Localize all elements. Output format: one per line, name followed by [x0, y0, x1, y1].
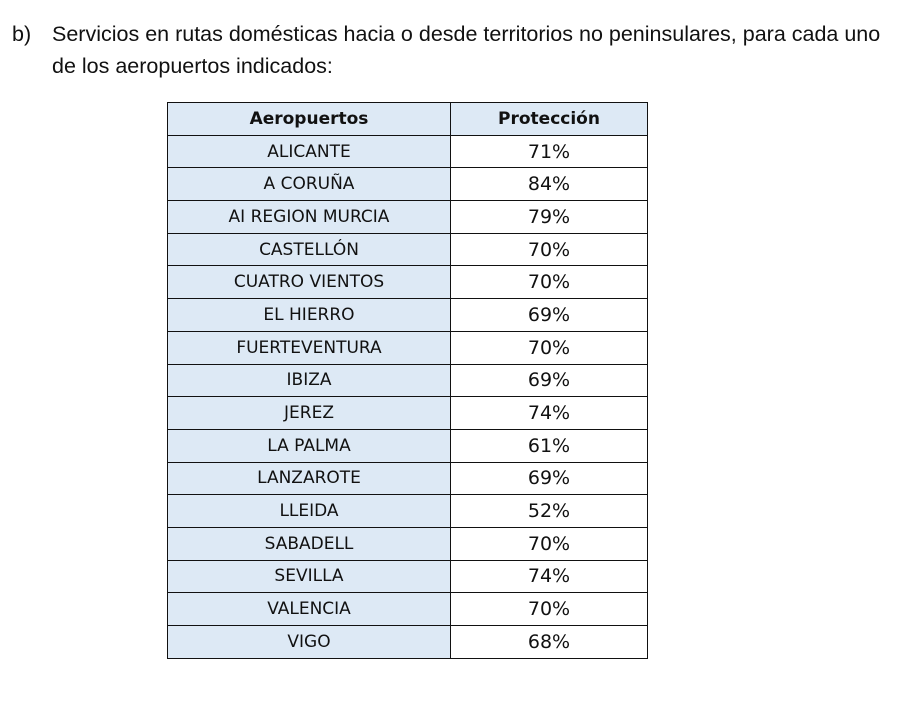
protection-value: 70% — [450, 526, 648, 561]
airport-name: CASTELLÓN — [167, 232, 451, 267]
protection-value: 69% — [450, 363, 648, 398]
table-row: IBIZA 69% — [167, 363, 648, 398]
table-row: JEREZ 74% — [167, 396, 648, 430]
protection-value: 70% — [450, 265, 648, 300]
table-row: CASTELLÓN 70% — [167, 232, 648, 267]
protection-value: 84% — [450, 167, 648, 202]
airport-name: JEREZ — [167, 396, 451, 430]
airport-name: LANZAROTE — [167, 461, 451, 496]
header-protection: Protección — [450, 102, 648, 136]
airport-name: AI REGION MURCIA — [167, 200, 451, 234]
table-row: EL HIERRO 69% — [167, 298, 648, 332]
protection-value: 68% — [450, 625, 648, 659]
table-row: LA PALMA 61% — [167, 428, 648, 463]
table-row: SEVILLA 74% — [167, 559, 648, 594]
table-row: SABADELL 70% — [167, 526, 648, 561]
airport-name: FUERTEVENTURA — [167, 330, 451, 365]
paragraph-text: Servicios en rutas domésticas hacia o de… — [52, 22, 881, 78]
header-airports: Aeropuertos — [167, 102, 451, 136]
protection-value: 70% — [450, 592, 648, 626]
table-row: ALICANTE 71% — [167, 134, 648, 169]
airport-name: ALICANTE — [167, 134, 451, 169]
airports-table: Aeropuertos Protección ALICANTE 71% A CORU… — [167, 102, 648, 659]
protection-value: 74% — [450, 559, 648, 594]
table-row: VALENCIA 70% — [167, 592, 648, 626]
table-row: AI REGION MURCIA 79% — [167, 200, 648, 234]
airport-name: A CORUÑA — [167, 167, 451, 202]
protection-value: 79% — [450, 200, 648, 234]
airport-name: LA PALMA — [167, 428, 451, 463]
protection-value: 70% — [450, 232, 648, 267]
table-header-row: Aeropuertos Protección — [167, 102, 648, 136]
table-row: VIGO 68% — [167, 625, 648, 659]
protection-value: 69% — [450, 298, 648, 332]
protection-value: 69% — [450, 461, 648, 496]
airport-name: IBIZA — [167, 363, 451, 398]
table-row: LANZAROTE 69% — [167, 461, 648, 496]
protection-value: 61% — [450, 428, 648, 463]
airport-name: SEVILLA — [167, 559, 451, 594]
protection-value: 70% — [450, 330, 648, 365]
table-row: A CORUÑA 84% — [167, 167, 648, 202]
airport-name: SABADELL — [167, 526, 451, 561]
table-row: LLEIDA 52% — [167, 494, 648, 528]
list-label: b) — [12, 22, 32, 46]
protection-value: 52% — [450, 494, 648, 528]
protection-value: 71% — [450, 134, 648, 169]
airport-name: LLEIDA — [167, 494, 451, 528]
airport-name: CUATRO VIENTOS — [167, 265, 451, 300]
airport-name: EL HIERRO — [167, 298, 451, 332]
table-row: CUATRO VIENTOS 70% — [167, 265, 648, 300]
airport-name: VALENCIA — [167, 592, 451, 626]
table-row: FUERTEVENTURA 70% — [167, 330, 648, 365]
airport-name: VIGO — [167, 625, 451, 659]
protection-value: 74% — [450, 396, 648, 430]
